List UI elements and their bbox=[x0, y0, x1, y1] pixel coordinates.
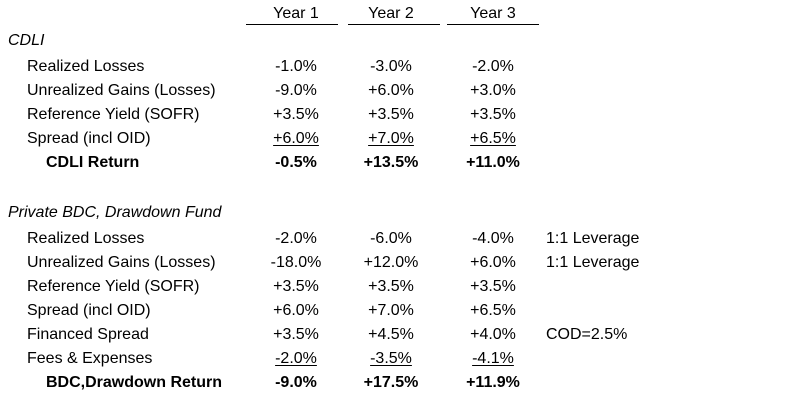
section-title-cdli: CDLI bbox=[8, 32, 45, 49]
total-label: BDC,Drawdown Return bbox=[46, 374, 222, 391]
cell-value: -2.0% bbox=[275, 230, 317, 247]
row-label: Fees & Expenses bbox=[27, 350, 153, 367]
header-underline bbox=[447, 24, 539, 25]
row-label: Realized Losses bbox=[27, 230, 145, 247]
cell-value: -9.0% bbox=[275, 82, 317, 99]
cell-value: +3.5% bbox=[273, 326, 319, 343]
row-label: Unrealized Gains (Losses) bbox=[27, 254, 216, 271]
cell-value: +3.5% bbox=[368, 278, 414, 295]
row-label: Financed Spread bbox=[27, 326, 149, 343]
row-note: 1:1 Leverage bbox=[546, 230, 640, 247]
cell-value: +3.0% bbox=[470, 82, 516, 99]
cell-value: -18.0% bbox=[270, 254, 322, 271]
cell-value: +6.5% bbox=[470, 130, 516, 147]
cell-value: +12.0% bbox=[363, 254, 419, 271]
cell-value: +3.5% bbox=[470, 106, 516, 123]
total-value: -0.5% bbox=[275, 154, 317, 171]
cell-value: +6.5% bbox=[470, 302, 516, 319]
cell-value: +3.5% bbox=[470, 278, 516, 295]
cell-value: +3.5% bbox=[273, 106, 319, 123]
total-value: -9.0% bbox=[275, 374, 317, 391]
total-value: +11.9% bbox=[466, 374, 520, 391]
cell-value: +4.0% bbox=[470, 326, 516, 343]
cell-value: -3.0% bbox=[370, 58, 412, 75]
cell-value: -4.1% bbox=[472, 350, 514, 367]
header-year-3: Year 3 bbox=[470, 5, 516, 22]
cell-value: +6.0% bbox=[368, 82, 414, 99]
header-underline bbox=[246, 24, 338, 25]
cell-value: +3.5% bbox=[368, 106, 414, 123]
row-label: Spread (incl OID) bbox=[27, 130, 151, 147]
total-value: +13.5% bbox=[363, 154, 419, 171]
section-title-bdc: Private BDC, Drawdown Fund bbox=[8, 204, 222, 221]
cell-value: -1.0% bbox=[275, 58, 317, 75]
row-note: 1:1 Leverage bbox=[546, 254, 640, 271]
cell-value: +7.0% bbox=[368, 302, 414, 319]
cell-value: -3.5% bbox=[370, 350, 412, 367]
header-underline bbox=[348, 24, 440, 25]
row-label: Reference Yield (SOFR) bbox=[27, 278, 200, 295]
row-label: Unrealized Gains (Losses) bbox=[27, 82, 216, 99]
row-note: COD=2.5% bbox=[546, 326, 628, 343]
cell-value: +6.0% bbox=[273, 130, 319, 147]
cell-value: +6.0% bbox=[470, 254, 516, 271]
row-label: Reference Yield (SOFR) bbox=[27, 106, 200, 123]
cell-value: -6.0% bbox=[370, 230, 412, 247]
cell-value: -4.0% bbox=[472, 230, 514, 247]
cell-value: +6.0% bbox=[273, 302, 319, 319]
cell-value: +4.5% bbox=[368, 326, 414, 343]
cell-value: +3.5% bbox=[273, 278, 319, 295]
cell-value: -2.0% bbox=[472, 58, 514, 75]
total-label: CDLI Return bbox=[46, 154, 140, 171]
total-value: +11.0% bbox=[466, 154, 520, 171]
total-value: +17.5% bbox=[363, 374, 419, 391]
row-label: Realized Losses bbox=[27, 58, 145, 75]
cell-value: +7.0% bbox=[368, 130, 414, 147]
cell-value: -2.0% bbox=[275, 350, 317, 367]
header-year-2: Year 2 bbox=[368, 5, 414, 22]
header-year-1: Year 1 bbox=[273, 5, 319, 22]
row-label: Spread (incl OID) bbox=[27, 302, 151, 319]
